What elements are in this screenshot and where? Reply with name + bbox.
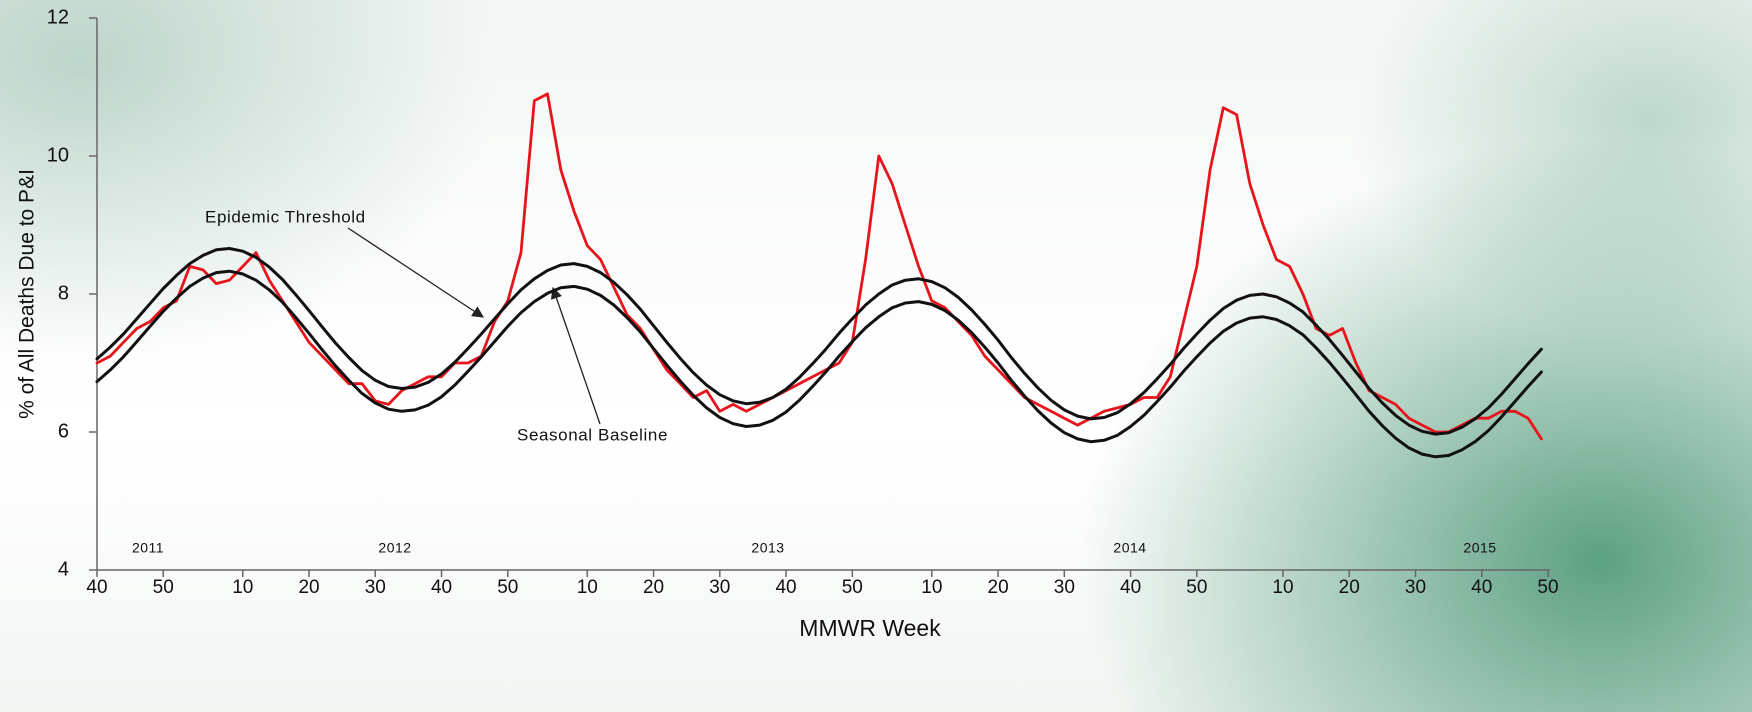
x-tick-label: 10 <box>1272 577 1293 598</box>
y-tick-label: 4 <box>58 558 69 580</box>
x-tick-label: 30 <box>1405 577 1426 598</box>
x-tick-label: 40 <box>431 577 452 598</box>
x-tick-label: 50 <box>497 577 518 598</box>
x-tick-label: 20 <box>988 577 1009 598</box>
series-line <box>95 92 1543 441</box>
x-tick-label: 40 <box>86 577 107 598</box>
x-tick-label: 10 <box>921 577 942 598</box>
y-tick-label: 6 <box>58 420 69 442</box>
x-tick-label: 40 <box>775 577 796 598</box>
x-tick-label: 50 <box>153 577 174 598</box>
annotation: Seasonal Baseline <box>517 425 668 444</box>
year-label: 2011 <box>132 540 164 556</box>
annotation: Epidemic Threshold <box>205 207 366 226</box>
x-axis-title: MMWR Week <box>799 615 941 641</box>
y-tick-label: 8 <box>58 282 69 304</box>
series-line <box>95 247 1543 436</box>
x-tick-label: 40 <box>1120 577 1141 598</box>
annotation-arrow <box>550 286 601 425</box>
y-tick-label: 12 <box>47 6 69 28</box>
x-tick-label: 50 <box>842 577 863 598</box>
x-tick-label: 30 <box>709 577 730 598</box>
series-line <box>95 269 1543 459</box>
year-label: 2015 <box>1463 540 1496 556</box>
year-label: 2013 <box>751 540 784 556</box>
x-tick-label: 20 <box>1339 577 1360 598</box>
x-tick-label: 20 <box>643 577 664 598</box>
y-axis-title: % of All Deaths Due to P&I <box>16 169 39 419</box>
x-tick-label: 20 <box>298 577 319 598</box>
x-tick-label: 50 <box>1537 577 1558 598</box>
x-tick-label: 30 <box>1054 577 1075 598</box>
annotation-arrow <box>347 227 484 318</box>
x-tick-label: 50 <box>1186 577 1207 598</box>
x-tick-label: 30 <box>365 577 386 598</box>
x-tick-label: 40 <box>1471 577 1492 598</box>
y-tick-label: 10 <box>47 144 69 166</box>
x-tick-label: 10 <box>232 577 253 598</box>
year-label: 2012 <box>378 540 411 556</box>
x-tick-label: 10 <box>577 577 598 598</box>
year-label: 2014 <box>1113 540 1146 556</box>
